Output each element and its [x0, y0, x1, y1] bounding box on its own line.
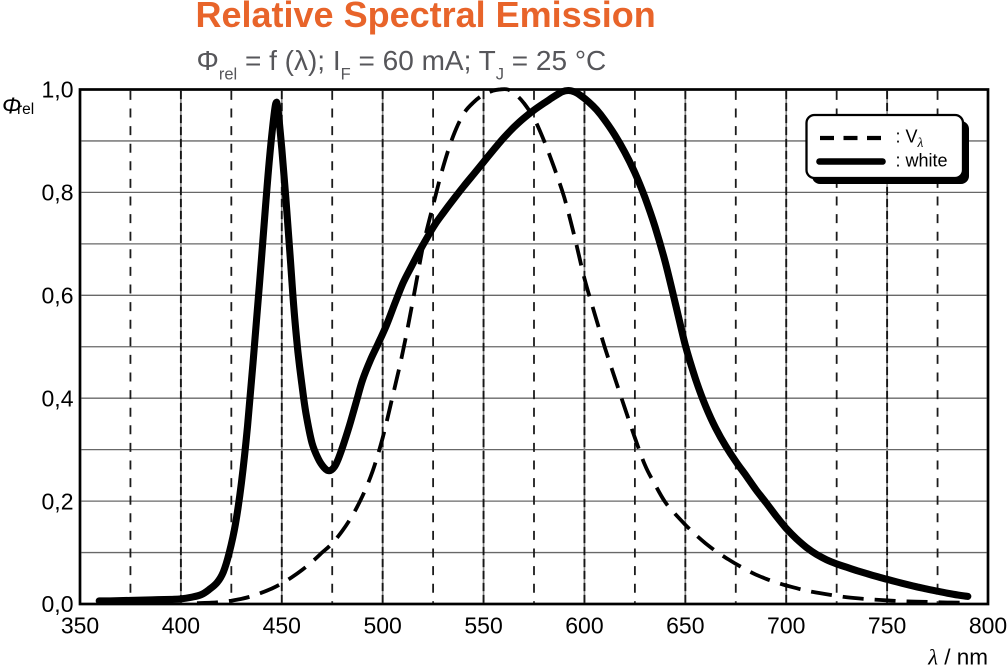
svg-text:: white: : white [896, 151, 948, 171]
svg-text:Φ: Φ [2, 93, 21, 119]
svg-text:0,6: 0,6 [42, 283, 74, 309]
svg-text:750: 750 [868, 613, 906, 639]
svg-text:600: 600 [565, 613, 603, 639]
svg-text:Φrel = f (λ); IF = 60 mA; TJ =: Φrel = f (λ); IF = 60 mA; TJ = 25 °C [197, 45, 607, 84]
svg-text:λ / nm: λ / nm [927, 645, 988, 667]
svg-text:500: 500 [363, 613, 401, 639]
svg-text:rel: rel [17, 101, 34, 118]
svg-text:700: 700 [767, 613, 805, 639]
svg-text:650: 650 [666, 613, 704, 639]
svg-text:0,2: 0,2 [42, 488, 74, 514]
svg-text:0,0: 0,0 [42, 591, 74, 617]
svg-text:350: 350 [61, 613, 99, 639]
svg-text:1,0: 1,0 [42, 77, 74, 103]
svg-text:Relative Spectral Emission: Relative Spectral Emission [196, 0, 656, 35]
svg-text:400: 400 [162, 613, 200, 639]
svg-text:0,8: 0,8 [42, 180, 74, 206]
svg-text:550: 550 [464, 613, 502, 639]
svg-text:0,4: 0,4 [42, 385, 74, 411]
svg-text:: Vλ: : Vλ [896, 127, 924, 151]
svg-text:450: 450 [263, 613, 301, 639]
svg-text:800: 800 [969, 613, 1007, 639]
